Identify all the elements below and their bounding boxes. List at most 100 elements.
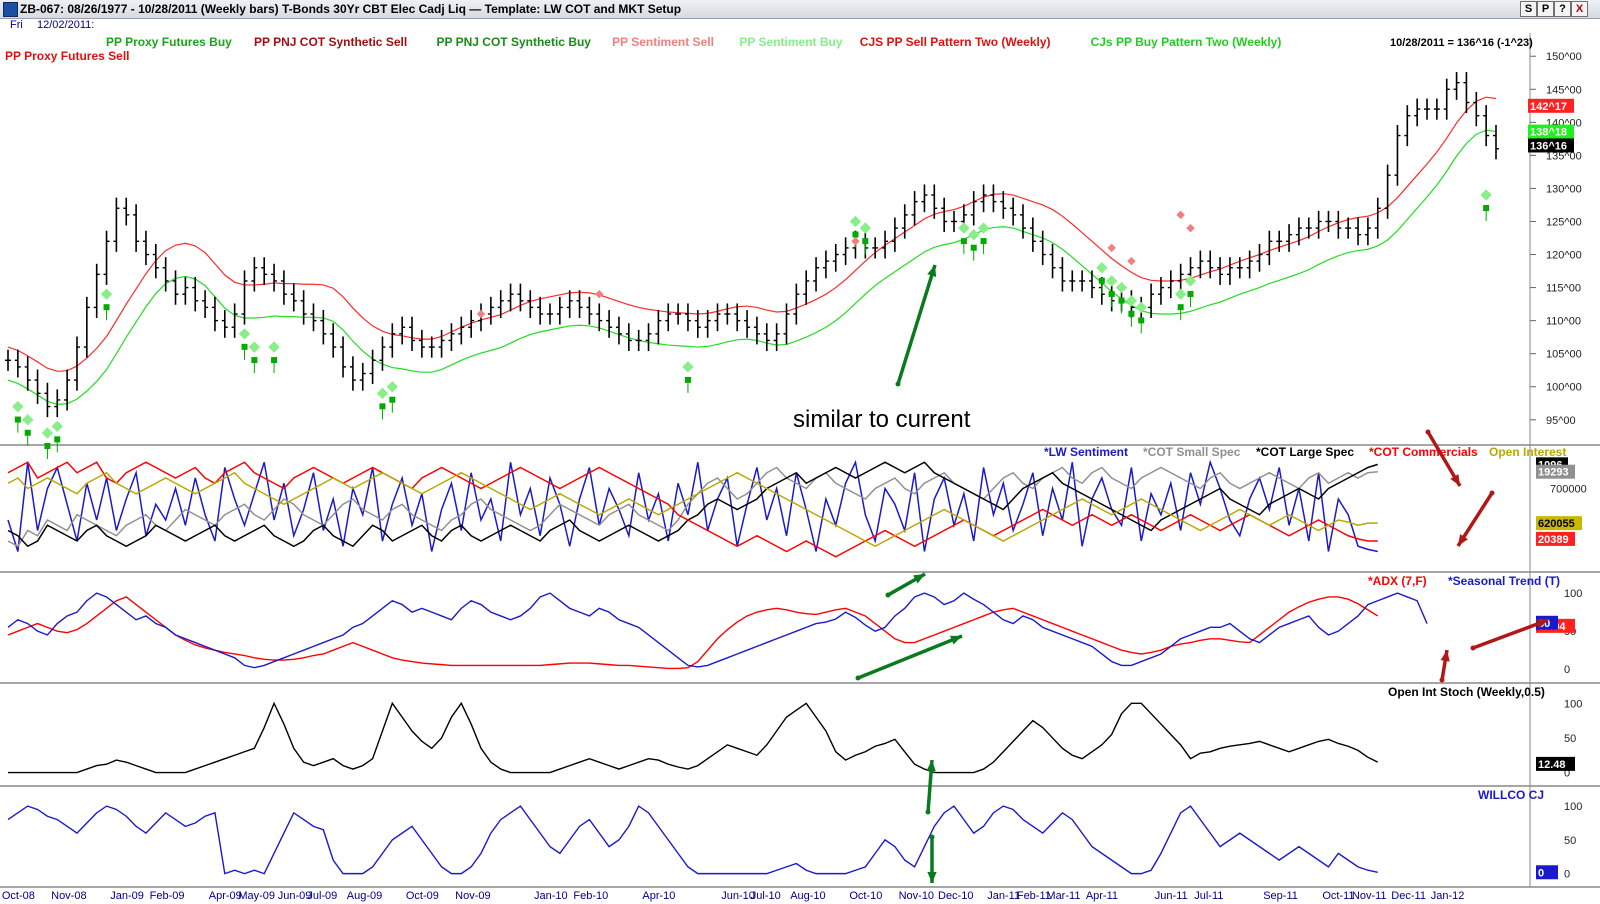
proxy-buy-marker bbox=[389, 396, 396, 403]
sentiment-buy-marker bbox=[51, 420, 63, 433]
willco-tick-label: 100 bbox=[1564, 801, 1582, 813]
cot-legend-entry: Open Interest bbox=[1489, 445, 1566, 459]
sentiment-buy-marker bbox=[1115, 281, 1128, 294]
proxy-buy-marker bbox=[103, 304, 110, 311]
value-tag bbox=[1536, 756, 1575, 771]
sentiment-buy-marker bbox=[849, 215, 862, 228]
green-moving-average bbox=[7, 129, 1497, 405]
red-arrow-adx-right bbox=[1472, 618, 1549, 650]
cot-series-line bbox=[7, 466, 1378, 548]
x-axis-label: Apr-11 bbox=[1086, 890, 1118, 902]
price-tick-label: 150^00 bbox=[1546, 51, 1582, 63]
price-tick-label: 100^00 bbox=[1546, 382, 1582, 394]
adx_seasonal-series-line bbox=[7, 596, 1379, 670]
help-button[interactable]: ? bbox=[1554, 1, 1571, 17]
sentiment-sell-marker bbox=[851, 237, 860, 246]
cot-series-line bbox=[7, 461, 1378, 548]
price-legend-entry: PP Proxy Futures Buy bbox=[106, 35, 232, 49]
sentiment-buy-marker bbox=[22, 414, 34, 426]
date-info-bar: Fri 12/02/2011: bbox=[0, 19, 1600, 33]
cot-legend-entry: *LW Sentiment bbox=[1044, 445, 1128, 459]
sentiment-buy-marker bbox=[248, 341, 261, 353]
sentiment-buy-marker bbox=[1106, 275, 1118, 287]
price-tick-label: 125^00 bbox=[1546, 216, 1582, 228]
value-tag bbox=[1536, 531, 1575, 546]
red-arrow-adx-head bbox=[1440, 650, 1450, 662]
sentiment-sell-marker bbox=[1127, 256, 1136, 266]
p-button[interactable]: P bbox=[1537, 1, 1554, 17]
green-arrow-stoch-head bbox=[926, 760, 936, 772]
sentiment-buy-marker bbox=[376, 387, 389, 399]
proxy-buy-marker bbox=[684, 376, 691, 383]
willco-tick-label: 0 bbox=[1564, 869, 1570, 881]
green-arrow-head bbox=[927, 265, 937, 277]
open_int_stoch-legend-entry: Open Int Stoch (Weekly,0.5) bbox=[1388, 685, 1545, 699]
sentiment-sell-marker bbox=[1107, 243, 1116, 253]
x-axis-label: Dec-10 bbox=[938, 890, 973, 902]
title-bar: ZB-067: 08/26/1977 - 10/28/2011 (Weekly … bbox=[0, 0, 1600, 19]
chart-area: 95^00 100^00 105^00 110^00 115^00 120^00 125^0… bbox=[0, 33, 1600, 902]
x-axis-label: Dec-11 bbox=[1391, 890, 1426, 902]
adx_seasonal-tick-label: 0 bbox=[1564, 664, 1570, 676]
sentiment-buy-marker bbox=[1184, 275, 1197, 287]
sentiment-buy-marker bbox=[1480, 189, 1492, 201]
proxy-buy-marker bbox=[54, 436, 61, 443]
x-axis-label: Nov-10 bbox=[899, 890, 934, 902]
cot-series-line bbox=[7, 461, 1378, 558]
sentiment-buy-marker bbox=[41, 427, 54, 439]
x-axis-label: Jun-11 bbox=[1155, 890, 1188, 902]
willco-series-line bbox=[7, 805, 1378, 875]
sentiment-buy-marker bbox=[386, 381, 398, 393]
green-arrow bbox=[896, 264, 937, 385]
x-axis-label: Apr-10 bbox=[642, 890, 675, 902]
x-axis-label: Mar-11 bbox=[1046, 890, 1080, 902]
value-tag-label: 20389 bbox=[1538, 534, 1569, 546]
sentiment-buy-marker bbox=[100, 288, 113, 300]
price-legend-entry: CJs PP Buy Pattern Two (Weekly) bbox=[1091, 35, 1282, 49]
x-axis-label: Aug-10 bbox=[790, 890, 825, 902]
price-readout: 10/28/2011 = 136^16 (-1^23) bbox=[1390, 37, 1533, 49]
proxy-buy-marker bbox=[1098, 277, 1105, 284]
price-legend-entry: PP Sentiment Buy bbox=[739, 35, 842, 49]
x-axis-label: Nov-11 bbox=[1352, 890, 1387, 902]
price-legend-entry: CJS PP Sell Pattern Two (Weekly) bbox=[860, 35, 1051, 49]
proxy-buy-marker bbox=[1128, 310, 1135, 317]
proxy-buy-marker bbox=[14, 416, 21, 423]
value-tag bbox=[1536, 464, 1575, 479]
proxy-buy-marker bbox=[1483, 205, 1490, 212]
sentiment-buy-marker bbox=[1125, 295, 1138, 307]
proxy-buy-marker bbox=[970, 244, 977, 251]
open_int_stoch-tick-label: 100 bbox=[1564, 698, 1582, 710]
value-tag bbox=[1528, 98, 1574, 113]
proxy-buy-marker bbox=[379, 403, 386, 410]
cot-legend-entry: *COT Commercials bbox=[1369, 445, 1478, 459]
value-tag-label: 136^16 bbox=[1530, 140, 1567, 152]
open_int_stoch-series-line bbox=[8, 701, 1379, 774]
proxy-buy-marker bbox=[960, 238, 967, 245]
x-axis-label: Jun-10 bbox=[721, 890, 755, 902]
x-axis-label: Jul-11 bbox=[1194, 890, 1223, 902]
value-tag bbox=[1536, 865, 1558, 880]
value-tag-label: 0 bbox=[1538, 867, 1544, 879]
proxy-buy-marker bbox=[980, 238, 987, 245]
value-tag-label: 620055 bbox=[1538, 518, 1575, 530]
proxy-buy-marker bbox=[1187, 290, 1194, 297]
red-moving-average bbox=[7, 96, 1497, 372]
value-tag-label: 138^18 bbox=[1530, 127, 1567, 139]
price-tick-label: 135^00 bbox=[1546, 150, 1582, 162]
x-axis-label: Feb-09 bbox=[150, 890, 185, 902]
value-tag bbox=[1536, 615, 1558, 630]
close-button[interactable]: X bbox=[1571, 1, 1588, 17]
sentiment-buy-marker bbox=[859, 222, 871, 234]
red-arrow-cot-tail bbox=[1489, 490, 1495, 496]
s-button[interactable]: S bbox=[1520, 1, 1537, 17]
proxy-buy-marker bbox=[1177, 304, 1184, 311]
x-axis-label: Oct-09 bbox=[406, 890, 439, 902]
red-arrow-adx-right-tail bbox=[1470, 645, 1476, 651]
proxy-buy-marker bbox=[44, 443, 51, 449]
value-tag bbox=[1528, 124, 1574, 139]
sentiment-buy-marker bbox=[238, 328, 251, 340]
price-tick-label: 95^00 bbox=[1546, 415, 1576, 427]
green-arrow-adx bbox=[857, 634, 963, 680]
price-legend-entry: PP PNJ COT Synthetic Sell bbox=[254, 35, 407, 49]
